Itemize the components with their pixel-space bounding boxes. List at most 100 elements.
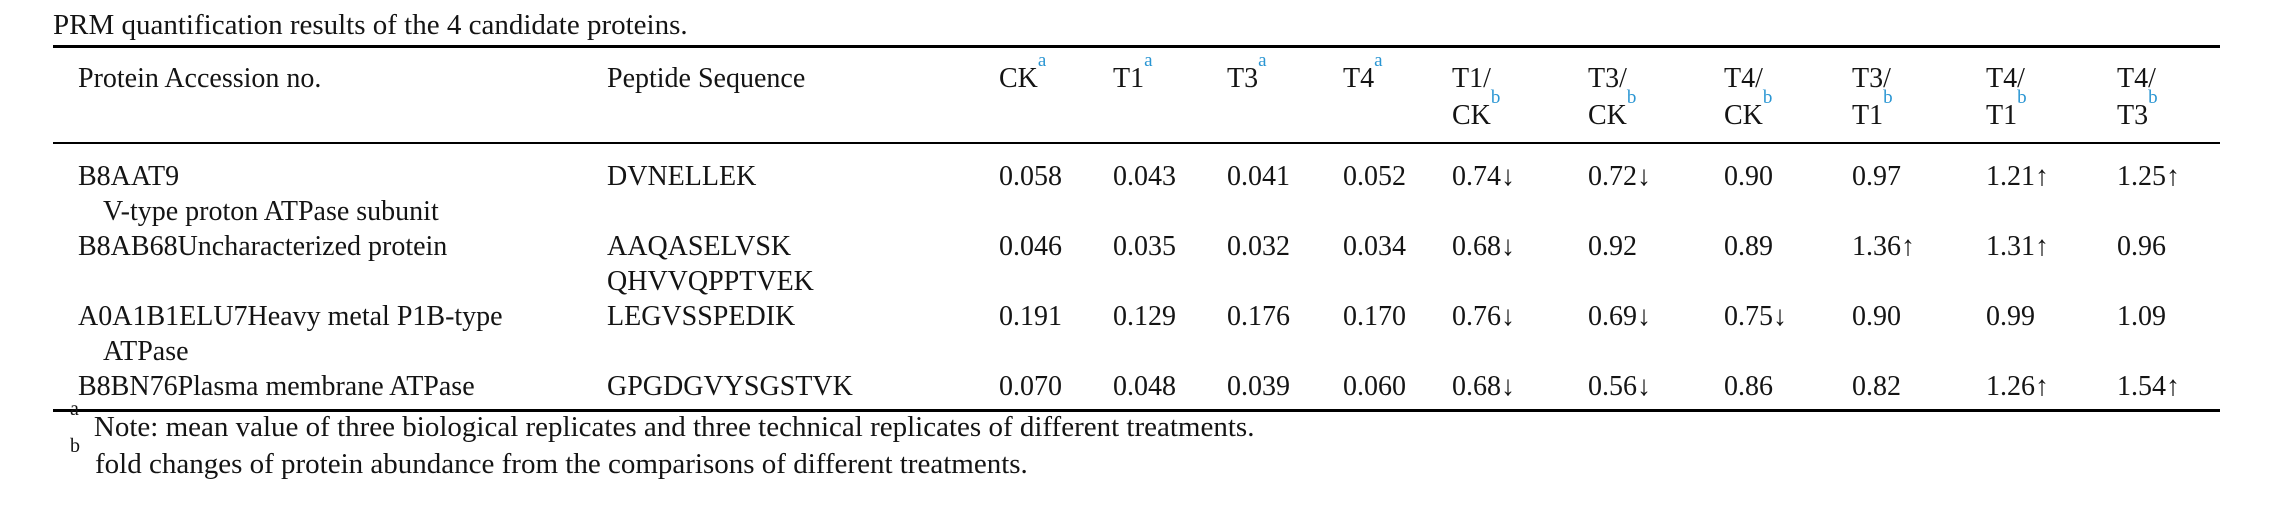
col-header-label2: CK [1724, 100, 1763, 131]
col-header-label: T4/ [1724, 63, 1763, 94]
value-cell-t3: 0.041 [1227, 161, 1290, 192]
value-cell-t4-ck: 0.75↓ [1724, 301, 1787, 332]
value-cell-t4-ck: 0.89 [1724, 231, 1773, 262]
value-cell-t3-t1: 0.82 [1852, 369, 1986, 412]
col-header-label2: CK [1588, 100, 1627, 131]
value-cell-t3-t1: 0.97 [1852, 161, 1901, 192]
footnote-ref-b: b [1626, 87, 1637, 109]
col-header-label: T3/ [1588, 63, 1627, 94]
value-cell-t1-ck: 0.68↓ [1452, 231, 1515, 262]
protein-accession-line: V-type proton ATPase subunit [103, 196, 439, 227]
footnote-ref-b: b [2017, 87, 2027, 109]
value-cell-t3-t1: 0.90 [1852, 301, 1901, 332]
value-cell-ck: 0.046 [999, 231, 1062, 262]
footnote-ref-a: a [1037, 50, 1047, 72]
footnote-ref-a: a [1258, 50, 1267, 72]
value-cell-ck: 0.070 [999, 369, 1113, 412]
protein-accession-line: ATPase [103, 336, 189, 367]
col-header-t4: T4a [1343, 46, 1452, 144]
col-header-peptide-sequence: Peptide Sequence [607, 46, 999, 144]
value-cell-t3-ck: 0.92 [1588, 231, 1637, 262]
col-header-t3-t1: T3/T1b [1852, 46, 1986, 144]
col-header-label: T1 [1113, 63, 1145, 94]
peptide-sequence-cell: DVNELLEK [607, 143, 999, 229]
table-header-row: Protein Accession no. Peptide Sequence CKa… [53, 46, 2220, 144]
value-cell-t3-ck: 0.56↓ [1588, 369, 1724, 412]
footnote-marker-a: a [70, 398, 79, 421]
footnote-b: b fold changes of protein abundance from … [70, 436, 1254, 483]
col-header-label2: CK [1452, 100, 1491, 131]
col-header-label: T3 [1227, 63, 1259, 94]
col-header-label: T3/ [1852, 63, 1891, 94]
col-header-label: T4 [1343, 63, 1375, 94]
col-header-t4-ck: T4/CKb [1724, 46, 1852, 144]
footnote-text: Note: mean value of three biological rep… [93, 411, 1255, 443]
value-cell-t1-ck: 0.74↓ [1452, 161, 1515, 192]
table-row: A0A1B1ELU7Heavy metal P1B-type ATPase LEGV… [53, 299, 2220, 369]
value-cell-t1: 0.035 [1113, 231, 1176, 262]
value-cell-t3: 0.176 [1227, 301, 1290, 332]
col-header-ck: CKa [999, 46, 1113, 144]
peptide-sequence-cell: AAQASELVSK QHVVQPPTVEK [607, 229, 999, 299]
footnote-ref-a: a [1374, 50, 1383, 72]
col-header-t1-ck: T1/CKb [1452, 46, 1588, 144]
protein-accession-line: B8BN76Plasma membrane ATPase [78, 371, 475, 402]
col-header-t4-t1: T4/T1b [1986, 46, 2117, 144]
col-header-t1: T1a [1113, 46, 1227, 144]
footnote-text: fold changes of protein abundance from t… [95, 448, 1028, 480]
table-row: B8AB68Uncharacterized protein AAQASELVSK Q… [53, 229, 2220, 299]
footnote-ref-b: b [1762, 87, 1773, 109]
value-cell-t3: 0.032 [1227, 231, 1290, 262]
peptide-sequence-line: DVNELLEK [607, 161, 757, 192]
table-caption: PRM quantification results of the 4 cand… [53, 9, 688, 41]
footnote-a: a Note: mean value of three biological re… [70, 399, 1255, 446]
value-cell-t4-t1: 1.26↑ [1986, 369, 2117, 412]
col-header-label2: T3 [2117, 100, 2149, 131]
footnote-ref-b: b [1883, 87, 1893, 109]
col-header-label: Protein Accession no. [78, 63, 322, 94]
value-cell-t4-ck: 0.90 [1724, 161, 1773, 192]
value-cell-t4-t3: 1.54↑ [2117, 369, 2220, 412]
protein-accession-cell: B8AB68Uncharacterized protein [53, 229, 607, 299]
protein-accession-line: B8AAT9 [78, 161, 180, 192]
protein-accession-cell: B8BN76Plasma membrane ATPase [53, 369, 607, 412]
table-row: B8AAT9 V-type proton ATPase subunit DVNELL… [53, 143, 2220, 229]
col-header-label: CK [999, 63, 1038, 94]
value-cell-t4: 0.170 [1343, 301, 1406, 332]
value-cell-t3-t1: 1.36↑ [1852, 231, 1915, 262]
value-cell-t4: 0.034 [1343, 231, 1406, 262]
peptide-sequence-line: QHVVQPPTVEK [607, 266, 814, 297]
footnote-ref-b: b [2148, 87, 2158, 109]
value-cell-t4-t3: 1.09 [2117, 301, 2166, 332]
value-cell-t4-ck: 0.86 [1724, 369, 1852, 412]
footnote-ref-b: b [1490, 87, 1501, 109]
col-header-label: Peptide Sequence [607, 63, 806, 94]
value-cell-t1: 0.129 [1113, 301, 1176, 332]
value-cell-t3-ck: 0.72↓ [1588, 161, 1651, 192]
footnote-ref-a: a [1144, 50, 1153, 72]
peptide-sequence-cell: GPGDGVYSGSTVK [607, 369, 999, 412]
protein-accession-cell: A0A1B1ELU7Heavy metal P1B-type ATPase [53, 299, 607, 369]
peptide-sequence-line: LEGVSSPEDIK [607, 301, 796, 332]
value-cell-t1: 0.048 [1113, 369, 1227, 412]
footnotes: a Note: mean value of three biological re… [70, 399, 1255, 483]
value-cell-t1: 0.043 [1113, 161, 1176, 192]
col-header-protein-accession: Protein Accession no. [53, 46, 607, 144]
col-header-t3: T3a [1227, 46, 1343, 144]
value-cell-t4-t1: 1.21↑ [1986, 161, 2049, 192]
value-cell-t1-ck: 0.68↓ [1452, 369, 1588, 412]
value-cell-t4-t1: 1.31↑ [1986, 231, 2049, 262]
value-cell-t4-t3: 0.96 [2117, 231, 2166, 262]
col-header-t3-ck: T3/CKb [1588, 46, 1724, 144]
value-cell-t3: 0.039 [1227, 369, 1343, 412]
value-cell-t4-t1: 0.99 [1986, 301, 2035, 332]
table-row: B8BN76Plasma membrane ATPase GPGDGVYSGSTV… [53, 369, 2220, 412]
value-cell-t1-ck: 0.76↓ [1452, 301, 1515, 332]
peptide-sequence-cell: LEGVSSPEDIK [607, 299, 999, 369]
col-header-label: T4/ [1986, 63, 2025, 94]
prm-quantification-table: Protein Accession no. Peptide Sequence CKa… [53, 45, 2220, 412]
col-header-label: T4/ [2117, 63, 2156, 94]
prm-table-wrap: Protein Accession no. Peptide Sequence CKa… [53, 45, 2220, 412]
protein-accession-line: B8AB68Uncharacterized protein [78, 231, 448, 262]
